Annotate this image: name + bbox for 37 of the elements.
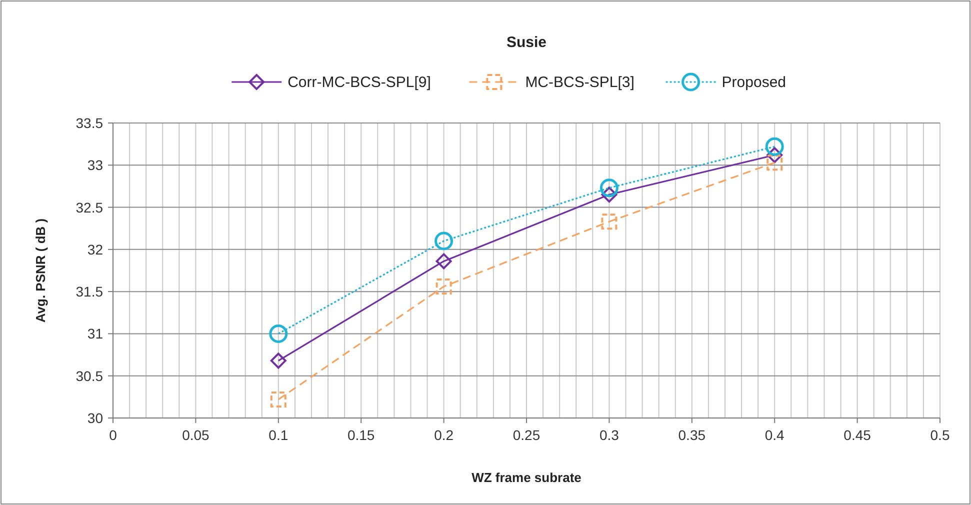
x-axis-title: WZ frame subrate: [472, 470, 582, 485]
y-tick-label: 33.5: [76, 115, 104, 131]
point: [766, 154, 783, 171]
x-tick-label: 0.45: [844, 427, 872, 443]
chart-title: Susie: [506, 34, 547, 51]
y-tick-label: 31: [87, 326, 104, 342]
y-tick-label: 32.5: [76, 199, 104, 216]
y-tick-label: 31.5: [76, 284, 104, 300]
x-tick-label: 0.05: [182, 427, 210, 443]
y-axis-title: Avg. PSNR ( dB ): [33, 218, 48, 323]
point: [270, 352, 286, 369]
legend-label: MC-BCS-SPL[3]: [525, 74, 634, 91]
point: [766, 147, 783, 164]
point: [601, 186, 618, 203]
x-tick-label: 0.35: [678, 427, 706, 443]
point: [436, 278, 452, 295]
y-tick-label: 32: [87, 241, 104, 258]
x-tick-label: 0.2: [434, 427, 454, 443]
y-tick-label: 30.5: [76, 368, 104, 384]
x-tick-label: 0.3: [599, 427, 620, 443]
y-tick-label: 30: [87, 410, 104, 426]
point: [269, 324, 288, 343]
x-tick-label: 0.15: [347, 427, 375, 443]
point: [765, 137, 784, 156]
legend-label: Corr-MC-BCS-SPL[9]: [288, 74, 431, 91]
x-tick-label: 0.4: [764, 427, 785, 443]
point: [436, 253, 452, 270]
point: [600, 178, 618, 198]
point: [434, 232, 454, 250]
point: [270, 391, 286, 408]
y-tick-label: 33: [87, 157, 104, 174]
legend-label: Proposed: [722, 74, 786, 91]
x-tick-label: 0.5: [930, 427, 950, 443]
point: [601, 214, 618, 230]
x-tick-label: 0.25: [512, 427, 540, 443]
x-tick-label: 0.1: [268, 427, 288, 443]
x-tick-label: 0: [109, 427, 118, 443]
